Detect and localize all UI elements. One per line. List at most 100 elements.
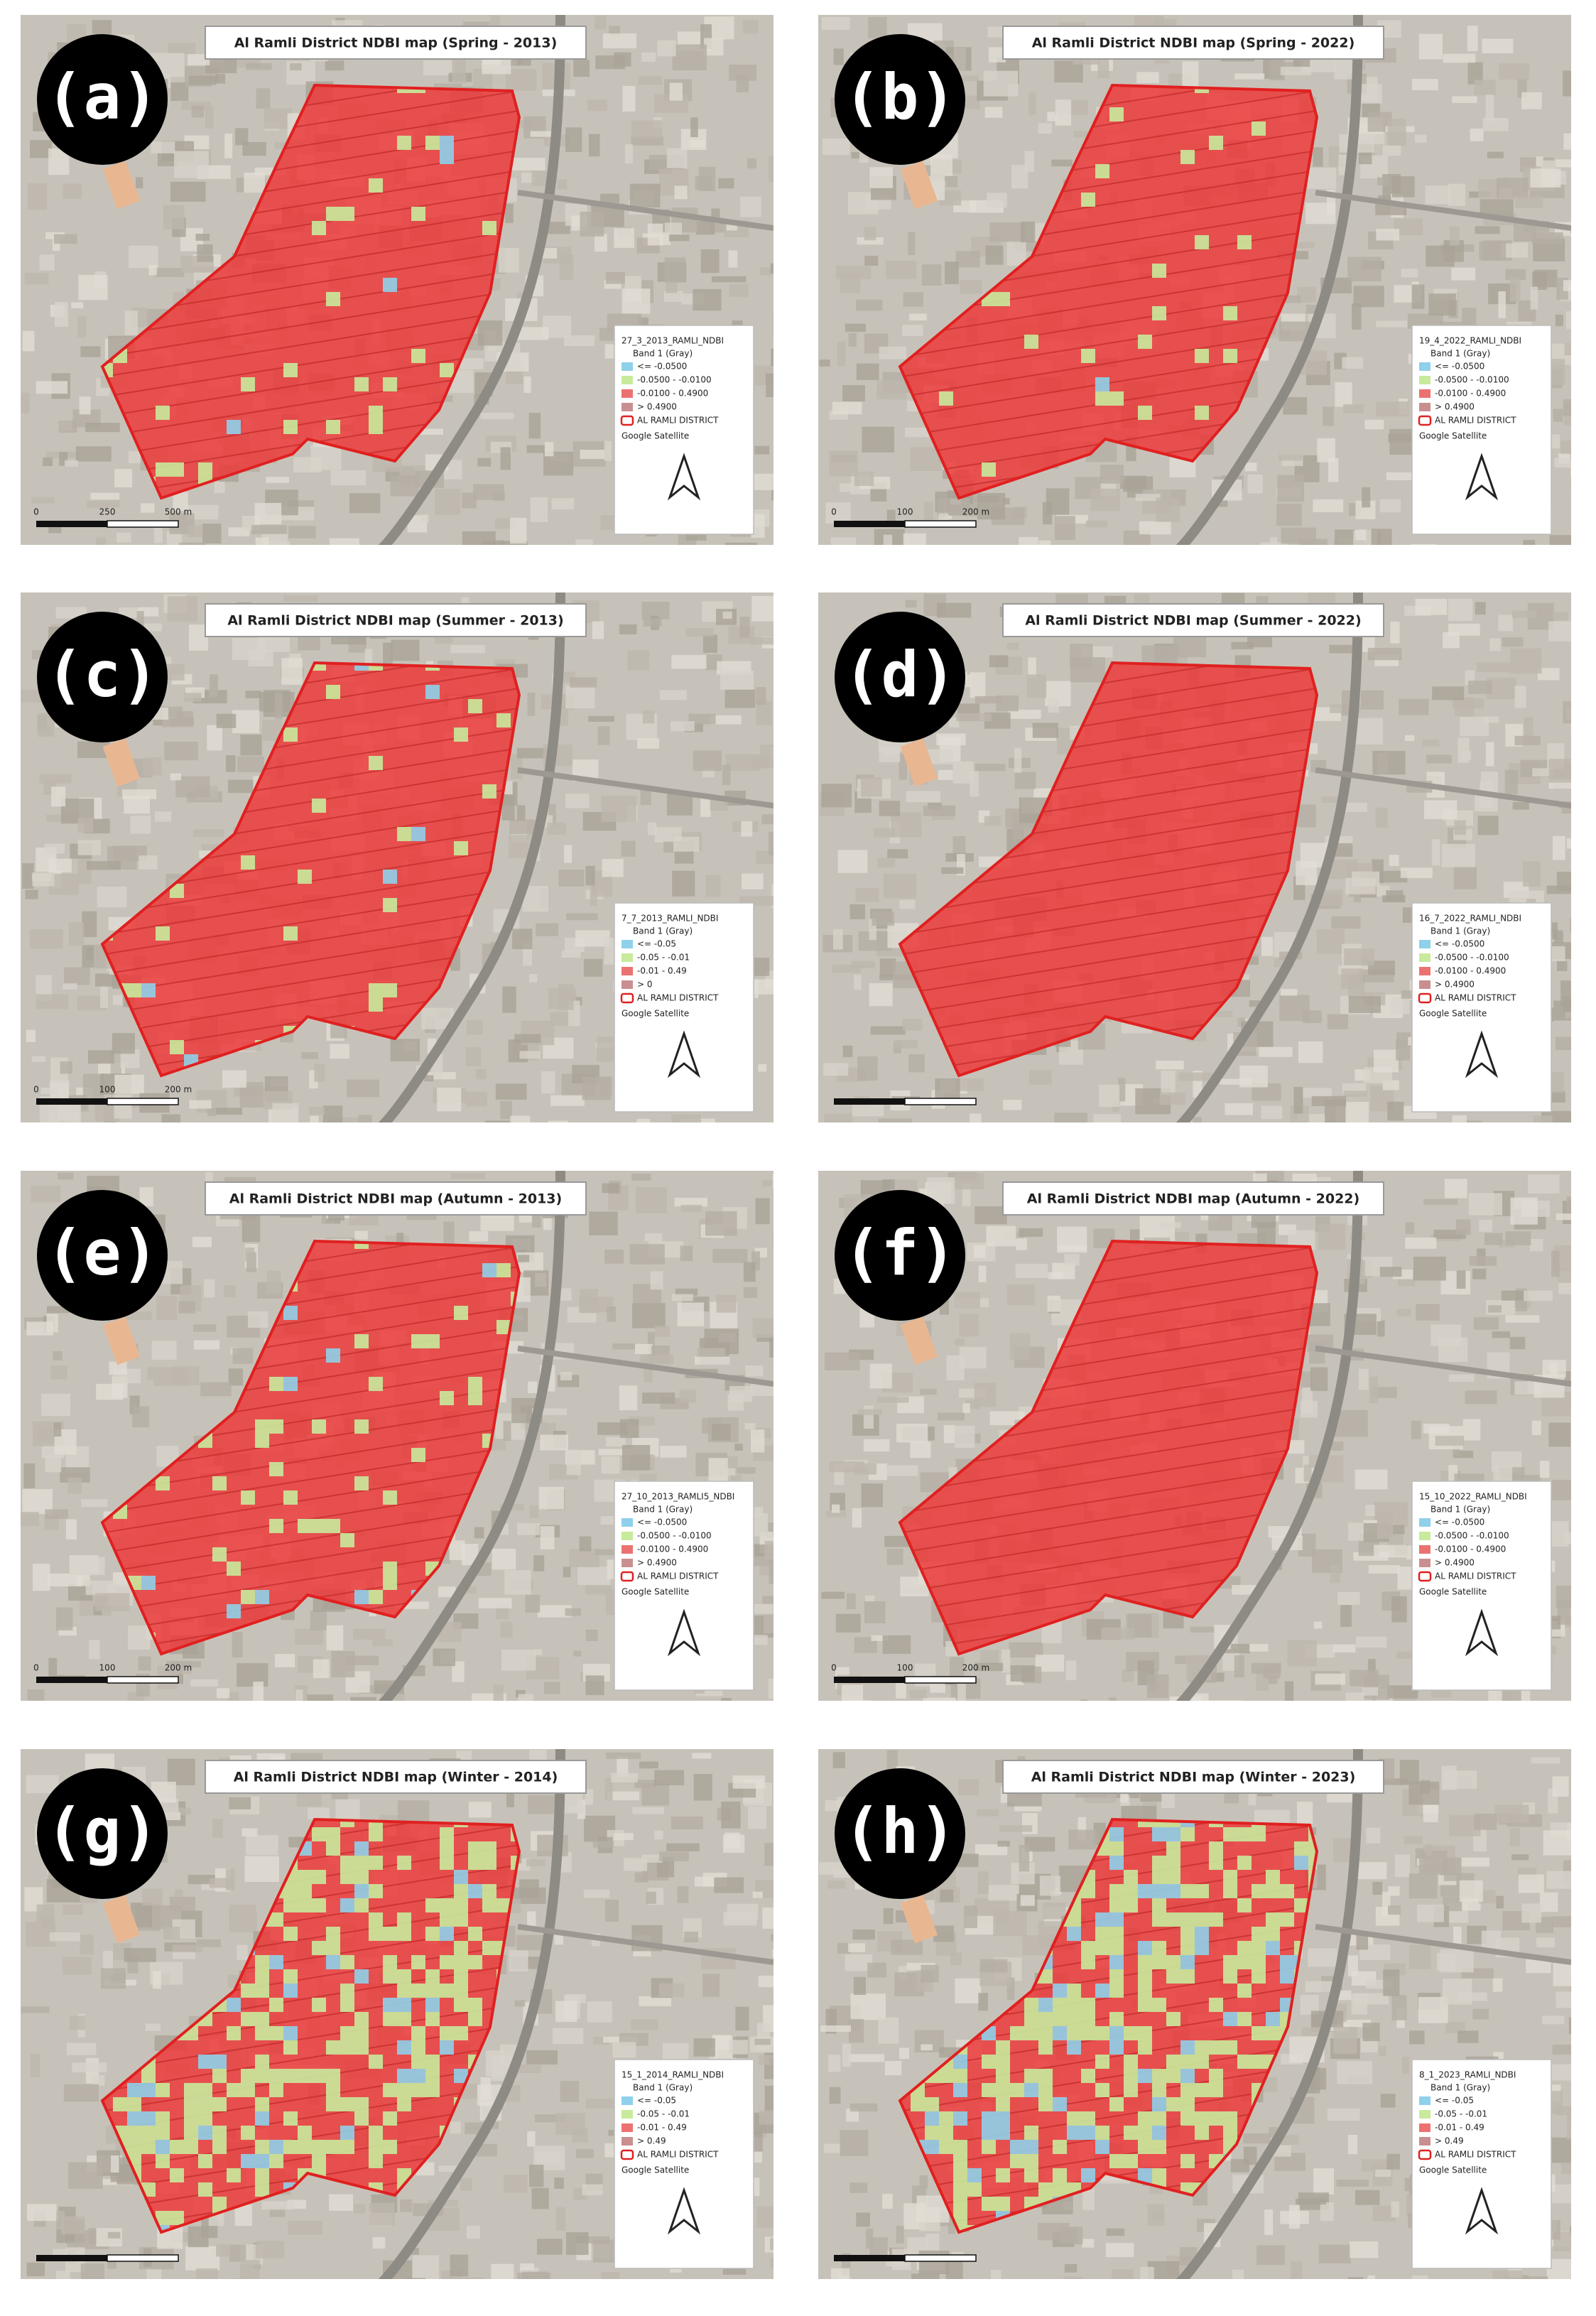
basemap-building xyxy=(1552,1480,1587,1500)
basemap-building xyxy=(1412,79,1438,90)
basemap-building xyxy=(518,1255,529,1262)
basemap-building xyxy=(772,1949,796,1957)
ndbi-patch xyxy=(298,1519,312,1533)
basemap-building xyxy=(951,1953,962,1965)
basemap-building xyxy=(1178,1073,1212,1081)
ndbi-patch xyxy=(184,2097,198,2111)
basemap-building xyxy=(856,300,882,311)
basemap-building xyxy=(631,1174,651,1181)
basemap-building xyxy=(325,60,344,70)
basemap-building xyxy=(1260,544,1285,570)
basemap-building xyxy=(1160,1093,1185,1105)
basemap-building xyxy=(1051,160,1073,167)
ndbi-patch xyxy=(454,1998,468,2012)
basemap-building xyxy=(1331,916,1360,929)
basemap-building xyxy=(469,1231,488,1242)
ndbi-patch xyxy=(340,1856,354,1870)
basemap-building xyxy=(1147,1674,1169,1698)
ndbi-patch xyxy=(383,1927,397,1941)
basemap-building xyxy=(1450,227,1460,246)
basemap-building xyxy=(729,284,749,297)
basemap-building xyxy=(246,1835,278,1855)
basemap-building xyxy=(725,543,757,553)
legend-swatch xyxy=(1419,940,1431,948)
basemap-building xyxy=(585,866,595,886)
basemap-building xyxy=(1540,1461,1549,1478)
basemap-building xyxy=(240,735,261,755)
basemap-building xyxy=(887,1549,903,1565)
basemap-building xyxy=(89,1640,99,1660)
basemap-building xyxy=(697,1348,725,1357)
basemap-building xyxy=(576,2149,594,2158)
basemap-building xyxy=(905,428,929,437)
legend-entry: -0.01 - 0.49 xyxy=(637,2123,687,2133)
basemap-building xyxy=(76,446,112,461)
legend-entry: -0.05 - -0.01 xyxy=(637,2109,690,2119)
basemap-building xyxy=(544,1682,560,1694)
basemap-building xyxy=(1533,270,1557,288)
ndbi-patch xyxy=(369,2154,383,2168)
basemap-building xyxy=(659,1852,689,1861)
basemap-building xyxy=(744,1262,756,1282)
basemap-building xyxy=(695,176,712,190)
ndbi-patch xyxy=(440,1898,454,1912)
basemap-building xyxy=(1571,708,1596,732)
legend-district: AL RAMLI DISTRICT xyxy=(1435,993,1516,1003)
ndbi-patch xyxy=(227,1604,241,1618)
basemap-building xyxy=(188,525,202,537)
basemap-building xyxy=(1487,152,1504,158)
ndbi-patch xyxy=(326,1827,340,1841)
basemap-building xyxy=(862,1483,883,1507)
legend-entry: <= -0.05 xyxy=(637,2096,676,2106)
ndbi-patch xyxy=(454,1912,468,1927)
basemap-building xyxy=(714,1878,744,1893)
basemap-building xyxy=(1345,878,1376,894)
basemap-building xyxy=(413,2256,439,2281)
basemap-building xyxy=(537,2239,563,2254)
basemap-building xyxy=(188,2226,209,2247)
ndbi-patch xyxy=(397,1969,411,1984)
ndbi-patch xyxy=(354,1419,369,1434)
basemap-building xyxy=(705,1211,737,1236)
basemap-building xyxy=(563,1566,571,1577)
basemap-building xyxy=(680,1390,697,1402)
basemap-building xyxy=(1532,1421,1541,1435)
legend-entry: <= -0.0500 xyxy=(1435,1517,1484,1527)
legend-layer: 27_10_2013_RAMLI5_NDBI xyxy=(621,1492,734,1502)
basemap-building xyxy=(856,888,879,902)
basemap-building xyxy=(496,1083,527,1100)
ndbi-patch xyxy=(369,1590,383,1604)
basemap-building xyxy=(1460,717,1489,736)
basemap-building xyxy=(215,482,225,493)
basemap-building xyxy=(727,1904,759,1920)
map-title: Al Ramli District NDBI map (Spring - 201… xyxy=(234,36,558,51)
scale-label: 100 xyxy=(897,507,913,517)
basemap-building xyxy=(1404,1836,1423,1844)
basemap-building xyxy=(769,156,789,183)
ndbi-patch xyxy=(454,1941,468,1955)
basemap-building xyxy=(535,1273,546,1287)
basemap-building xyxy=(883,1635,911,1654)
basemap-building xyxy=(987,1226,1016,1247)
basemap-building xyxy=(512,929,532,949)
ndbi-patch xyxy=(127,2126,141,2140)
basemap-building xyxy=(1380,1267,1402,1277)
ndbi-patch xyxy=(369,1377,383,1391)
basemap-building xyxy=(553,2028,583,2045)
legend-band: Band 1 (Gray) xyxy=(633,2083,693,2093)
ndbi-patch xyxy=(397,2097,411,2111)
basemap-building xyxy=(129,246,158,269)
basemap-building xyxy=(237,1945,247,1960)
basemap-building xyxy=(125,310,138,335)
basemap-building xyxy=(1392,176,1415,197)
basemap-building xyxy=(467,2226,480,2239)
basemap-building xyxy=(694,1774,712,1801)
ndbi-patch xyxy=(283,1884,298,1898)
basemap-building xyxy=(32,872,54,887)
ndbi-patch xyxy=(411,827,425,841)
basemap-building xyxy=(26,1321,53,1335)
basemap-building xyxy=(1453,1115,1467,1138)
map-panel: Al Ramli District NDBI map (Spring - 201… xyxy=(21,15,804,563)
basemap-building xyxy=(1387,1102,1404,1121)
basemap-building xyxy=(56,2211,65,2229)
